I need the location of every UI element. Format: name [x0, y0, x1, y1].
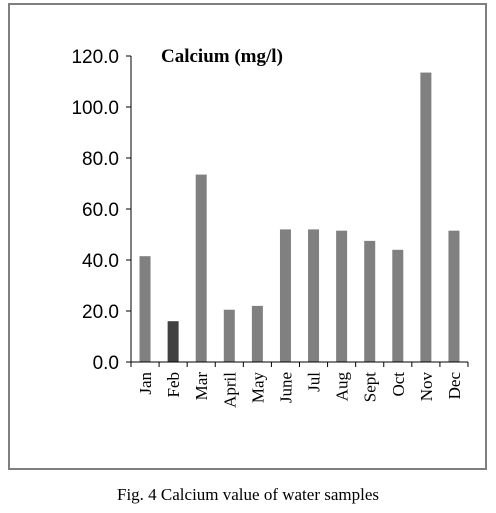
y-axis: 0.0 20.0 40.0 60.0 80.0 100.0 120.0 [71, 47, 132, 374]
x-axis: Jan Feb Mar April May June Jul Aug Sept Oct Nov Dec [130, 361, 469, 408]
x-tick-label: May [248, 372, 267, 404]
x-tick-label: Nov [417, 372, 436, 402]
x-tick-label: Jan [136, 372, 155, 395]
chart-frame: Calcium (mg/l) 0.0 20.0 40.0 60.0 80.0 100.0 1… [8, 3, 487, 470]
bar-mar [195, 174, 207, 362]
x-tick-label: Oct [389, 372, 408, 397]
x-tick-label: Jul [305, 372, 324, 392]
bar-aug [336, 230, 348, 362]
bar-jan [139, 256, 151, 362]
bar-june [279, 229, 291, 362]
bar-may [251, 305, 263, 362]
y-tick-label: 120.0 [71, 47, 119, 68]
y-tick-label: 80.0 [82, 149, 119, 170]
chart-title: Calcium (mg/l) [161, 46, 283, 67]
y-tick-label: 60.0 [82, 200, 119, 221]
bars [139, 72, 460, 362]
x-tick-label: Mar [192, 372, 211, 401]
x-tick-label: Sept [361, 372, 380, 403]
y-tick-label: 20.0 [82, 302, 119, 323]
figure-caption: Fig. 4 Calcium value of water samples [116, 485, 380, 504]
x-tick-label: Feb [164, 372, 183, 398]
bar-sept [364, 240, 376, 362]
bar-nov [420, 72, 432, 362]
calcium-bar-chart: Calcium (mg/l) 0.0 20.0 40.0 60.0 80.0 100.0 1… [71, 46, 469, 408]
bar-oct [392, 249, 404, 362]
bar-jul [308, 229, 320, 362]
y-tick-label: 0.0 [93, 353, 119, 374]
bar-feb [167, 321, 179, 362]
y-tick-label: 100.0 [71, 98, 119, 119]
x-tick-label: Aug [333, 372, 352, 402]
x-tick-label: Dec [445, 372, 464, 400]
y-tick-label: 40.0 [82, 251, 119, 272]
x-tick-label: June [276, 372, 295, 403]
bar-dec [448, 230, 460, 362]
x-tick-label: April [220, 372, 239, 408]
bar-april [223, 309, 235, 362]
